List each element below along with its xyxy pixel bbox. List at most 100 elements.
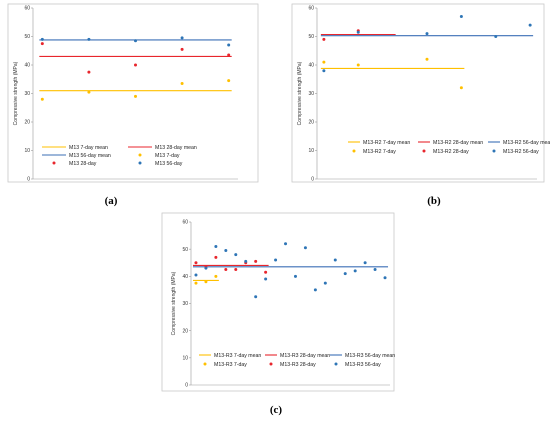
y-tick-label: 20: [182, 328, 188, 334]
legend-label: M13-R2 56-day mean: [503, 140, 550, 146]
data-point-m13-r3-56-day: [323, 281, 327, 285]
y-tick-label: 10: [308, 148, 314, 154]
y-tick-label: 10: [24, 148, 30, 154]
legend-label: M13-R2 56-day: [503, 149, 539, 155]
y-tick-label: 60: [24, 6, 30, 12]
data-point-m13-r3-56-day: [244, 259, 248, 263]
data-point-m13-r3-28-day: [234, 268, 238, 272]
data-point-m13-r2-7-day: [459, 86, 463, 90]
data-point-m13-7-day: [40, 97, 44, 101]
y-tick-label: 60: [308, 6, 314, 12]
y-axis-title: Compressive strength (MPa): [297, 61, 303, 125]
data-point-m13-r3-56-day: [373, 268, 377, 272]
legend-point-swatch: [492, 149, 496, 153]
data-point-m13-r2-28-day: [322, 37, 326, 41]
legend-point-swatch: [422, 149, 426, 153]
data-point-m13-r2-7-day: [322, 60, 326, 64]
chart-panel-b: 0 10 20 30 40 50 60 Compressive strength (MPa) M…: [291, 3, 550, 183]
legend-label: M13-R2 28-day mean: [433, 140, 483, 146]
data-point-m13-r3-56-day: [234, 253, 238, 257]
y-tick-label: 50: [24, 34, 30, 40]
chart-panel-a: 0 10 20 30 40 50 60 Compressive strength (MPa) M…: [7, 3, 259, 183]
legend-label: M13 7-day mean: [69, 145, 108, 151]
data-point-m13-r2-7-day: [356, 63, 360, 67]
chart-panel-c: 0 10 20 30 40 50 60 Compressive strength (MPa) M…: [161, 212, 395, 392]
data-point-m13-r2-56-day: [528, 23, 532, 27]
chart-frame: [7, 3, 259, 183]
y-tick-label: 0: [185, 383, 188, 389]
legend-point-swatch: [203, 362, 207, 366]
data-point-m13-7-day: [180, 82, 184, 86]
panel-label: (c): [270, 404, 283, 416]
legend-point-swatch: [52, 161, 56, 165]
legend-label: M13 56-day: [155, 161, 183, 167]
data-point-m13-r3-56-day: [214, 244, 218, 248]
data-point-m13-r3-56-day: [293, 274, 297, 278]
legend-point-swatch: [334, 362, 338, 366]
y-tick-label: 50: [308, 34, 314, 40]
y-tick-label: 50: [182, 247, 188, 253]
legend-label: M13-R3 56-day: [345, 362, 381, 368]
y-tick-label: 30: [308, 91, 314, 97]
data-point-m13-r3-56-day: [333, 258, 337, 262]
panel-label: (a): [105, 195, 118, 207]
data-point-m13-r3-28-day: [194, 261, 198, 265]
data-point-m13-r3-56-day: [363, 261, 367, 265]
legend-label: M13 28-day mean: [155, 145, 197, 151]
data-point-m13-56-day: [134, 39, 137, 43]
legend-point-swatch: [138, 153, 142, 157]
data-point-m13-r2-7-day: [425, 57, 429, 61]
data-point-m13-r3-56-day: [313, 288, 317, 292]
data-point-m13-56-day: [40, 37, 44, 41]
y-axis-title: Compressive strength (MPa): [171, 271, 177, 335]
data-point-m13-56-day: [227, 43, 231, 47]
data-point-m13-r2-56-day: [322, 69, 326, 73]
data-point-m13-r3-56-day: [254, 295, 258, 299]
legend-label: M13-R3 7-day mean: [214, 353, 261, 359]
data-point-m13-r2-56-day: [356, 30, 360, 34]
legend-point-swatch: [138, 161, 142, 165]
y-tick-label: 40: [308, 63, 314, 69]
data-point-m13-r3-7-day: [194, 281, 198, 285]
legend-label: M13-R2 7-day: [363, 149, 396, 155]
y-tick-label: 30: [182, 301, 188, 307]
data-point-m13-7-day: [87, 90, 91, 94]
y-tick-label: 0: [27, 177, 30, 183]
panel-label: (b): [427, 195, 441, 207]
legend-point-swatch: [352, 149, 356, 153]
data-point-m13-7-day: [227, 79, 231, 83]
data-point-m13-r3-56-day: [194, 273, 198, 277]
data-point-m13-r2-56-day: [425, 32, 429, 36]
y-tick-label: 20: [24, 120, 30, 126]
data-point-m13-r2-56-day: [459, 15, 463, 19]
data-point-m13-7-day: [134, 94, 137, 98]
legend-label: M13-R3 7-day: [214, 362, 247, 368]
chart-frame: [291, 3, 545, 183]
data-point-m13-r3-56-day: [274, 258, 278, 262]
data-point-m13-r3-56-day: [383, 276, 387, 280]
data-point-m13-28-day: [180, 47, 184, 51]
legend-label: M13 7-day: [155, 153, 180, 159]
data-point-m13-r3-28-day: [264, 270, 268, 274]
data-point-m13-28-day: [227, 53, 231, 57]
chart-frame: [161, 212, 395, 392]
legend-label: M13-R3 56-day mean: [345, 353, 395, 359]
data-point-m13-r3-7-day: [214, 274, 218, 278]
legend-label: M13-R2 7-day mean: [363, 140, 410, 146]
data-point-m13-r3-7-day: [204, 280, 208, 284]
data-point-m13-r3-56-day: [264, 277, 268, 281]
data-point-m13-r3-28-day: [254, 259, 258, 263]
y-tick-label: 60: [182, 220, 188, 226]
data-point-m13-28-day: [40, 42, 44, 46]
data-point-m13-28-day: [87, 70, 91, 74]
y-tick-label: 40: [182, 274, 188, 280]
data-point-m13-r3-56-day: [204, 266, 208, 270]
y-axis-title: Compressive strength (MPa): [13, 61, 19, 125]
legend-label: M13-R3 28-day: [280, 362, 316, 368]
data-point-m13-r3-56-day: [284, 242, 288, 246]
legend-label: M13 28-day: [69, 161, 97, 167]
data-point-m13-r3-28-day: [214, 255, 218, 259]
data-point-m13-28-day: [134, 63, 137, 67]
legend-point-swatch: [269, 362, 273, 366]
